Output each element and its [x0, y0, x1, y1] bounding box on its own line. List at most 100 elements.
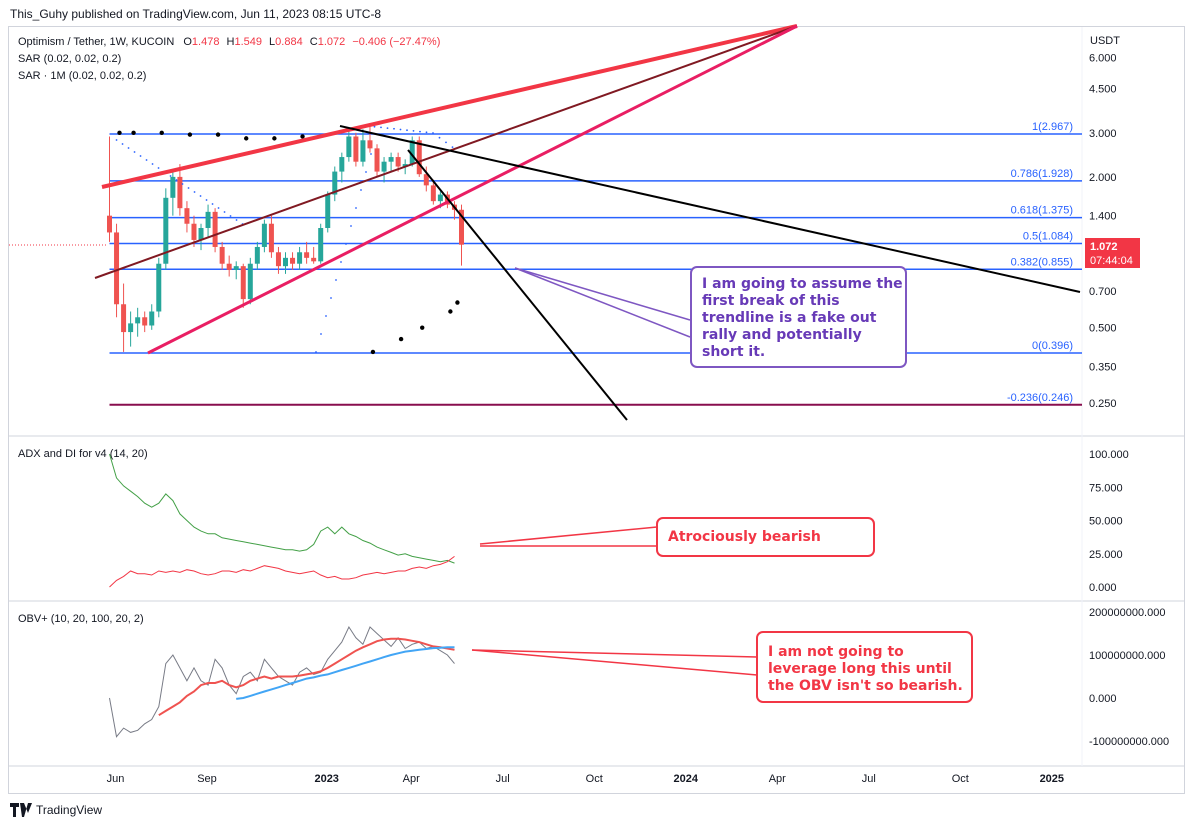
note3-pointer: [471, 649, 758, 658]
price-axis-tick: 0.350: [1089, 361, 1117, 373]
candle[interactable]: [156, 257, 162, 318]
sar-1m-dot: [115, 139, 118, 141]
obv-series-obv-ma-fast[interactable]: [158, 637, 455, 717]
sar-1m-dot: [373, 125, 376, 128]
candle[interactable]: [311, 246, 317, 264]
candle[interactable]: [170, 171, 176, 216]
candle[interactable]: [304, 241, 310, 264]
candle[interactable]: [205, 204, 211, 238]
price-axis-tick: 3.000: [1089, 128, 1117, 140]
sar-1m-dot: [315, 351, 317, 353]
candle[interactable]: [163, 188, 169, 270]
obv-series-obv-ma-slow[interactable]: [236, 646, 455, 700]
candle[interactable]: [388, 152, 394, 172]
candle[interactable]: [198, 223, 204, 251]
price-axis-tick: 6.000: [1089, 52, 1117, 64]
footer-brand[interactable]: TradingView: [10, 803, 102, 817]
time-axis-tick: Jul: [862, 773, 876, 785]
last-price-value: 1.072: [1090, 241, 1118, 253]
upper-trendline-red[interactable]: [101, 24, 798, 189]
sar-1m-dot: [139, 155, 142, 157]
candle[interactable]: [318, 223, 324, 264]
lower-trendline-pink[interactable]: [147, 24, 798, 355]
candle[interactable]: [177, 164, 183, 216]
candle[interactable]: [240, 263, 246, 308]
adx-series-adx[interactable]: [109, 453, 455, 564]
sar-dot: [370, 349, 376, 355]
time-axis-tick: Apr: [769, 773, 786, 785]
candle[interactable]: [212, 208, 218, 253]
publish-header: This_Guhy published on TradingView.com, …: [10, 7, 382, 21]
candle[interactable]: [135, 307, 141, 337]
note-fakeout[interactable]: I am going to assume the first break of …: [690, 266, 908, 368]
candle-body: [297, 252, 303, 264]
candle[interactable]: [297, 246, 303, 270]
mid-trendline-dark[interactable]: [94, 25, 798, 279]
candle-countdown: 07:44:04: [1090, 255, 1133, 267]
sar-1m-dot: [386, 127, 389, 129]
sar-1m-dot: [365, 171, 367, 173]
adx-series-di[interactable]: [109, 555, 455, 588]
candle[interactable]: [325, 191, 331, 233]
sar-1m-dot: [145, 159, 148, 161]
sar-1m-dot: [229, 215, 232, 217]
note-bearish-text: Atrociously bearish: [668, 529, 821, 545]
drawings[interactable]: [94, 24, 1081, 676]
candle-body: [381, 161, 387, 172]
candle[interactable]: [184, 201, 190, 233]
obv-series-obv[interactable]: [109, 625, 455, 738]
candle[interactable]: [142, 311, 148, 333]
steep-trendline[interactable]: [407, 149, 628, 421]
note-bearish[interactable]: Atrociously bearish: [656, 517, 875, 557]
candle[interactable]: [346, 129, 352, 162]
candle[interactable]: [254, 241, 260, 270]
candle-body: [170, 176, 176, 198]
fib-level-label: -0.236(0.246): [1007, 392, 1073, 404]
candle-body: [423, 174, 429, 186]
candle[interactable]: [290, 252, 296, 270]
sar-1m-dot: [425, 131, 428, 134]
sar-1m-dot: [127, 147, 130, 149]
note-obv[interactable]: I am not going to leverage long this unt…: [756, 631, 973, 703]
candle[interactable]: [374, 144, 380, 177]
candle[interactable]: [332, 166, 338, 202]
candle[interactable]: [430, 179, 436, 205]
candle[interactable]: [360, 129, 366, 167]
candle[interactable]: [367, 125, 373, 153]
time-axis-tick: 2023: [314, 773, 338, 785]
candle-body: [311, 257, 317, 262]
candle[interactable]: [107, 136, 112, 242]
candle[interactable]: [261, 219, 267, 253]
note1-pointer: [514, 267, 691, 338]
sar-1m-dot: [223, 211, 226, 213]
sar-1m-dot: [406, 129, 408, 132]
candle-body: [198, 227, 204, 240]
candle-body: [318, 227, 324, 262]
candle[interactable]: [339, 152, 345, 183]
candle[interactable]: [381, 157, 387, 183]
descending-trendline[interactable]: [339, 125, 1081, 293]
sar-1m-dot: [181, 183, 184, 185]
candle[interactable]: [275, 246, 281, 274]
sar-1m-dot: [175, 179, 178, 181]
candle[interactable]: [247, 257, 253, 305]
candle[interactable]: [121, 283, 127, 352]
candle-body: [353, 136, 359, 162]
sar-1m-dot: [399, 128, 402, 131]
candle[interactable]: [353, 132, 359, 167]
candle[interactable]: [149, 304, 155, 330]
sar-1m-dot: [217, 207, 220, 209]
fib-level-label: 1(2.967): [1032, 121, 1073, 133]
candle-body: [325, 194, 331, 228]
candle-body: [219, 246, 225, 264]
price-axis-tick: 4.500: [1089, 84, 1117, 96]
candle[interactable]: [233, 261, 239, 280]
candle[interactable]: [128, 311, 134, 347]
candle[interactable]: [283, 252, 288, 274]
note-obv-text: I am not going to leverage long this unt…: [768, 644, 963, 694]
candle[interactable]: [268, 215, 274, 258]
candle[interactable]: [423, 166, 429, 192]
candle[interactable]: [219, 241, 225, 270]
candle[interactable]: [226, 255, 232, 277]
